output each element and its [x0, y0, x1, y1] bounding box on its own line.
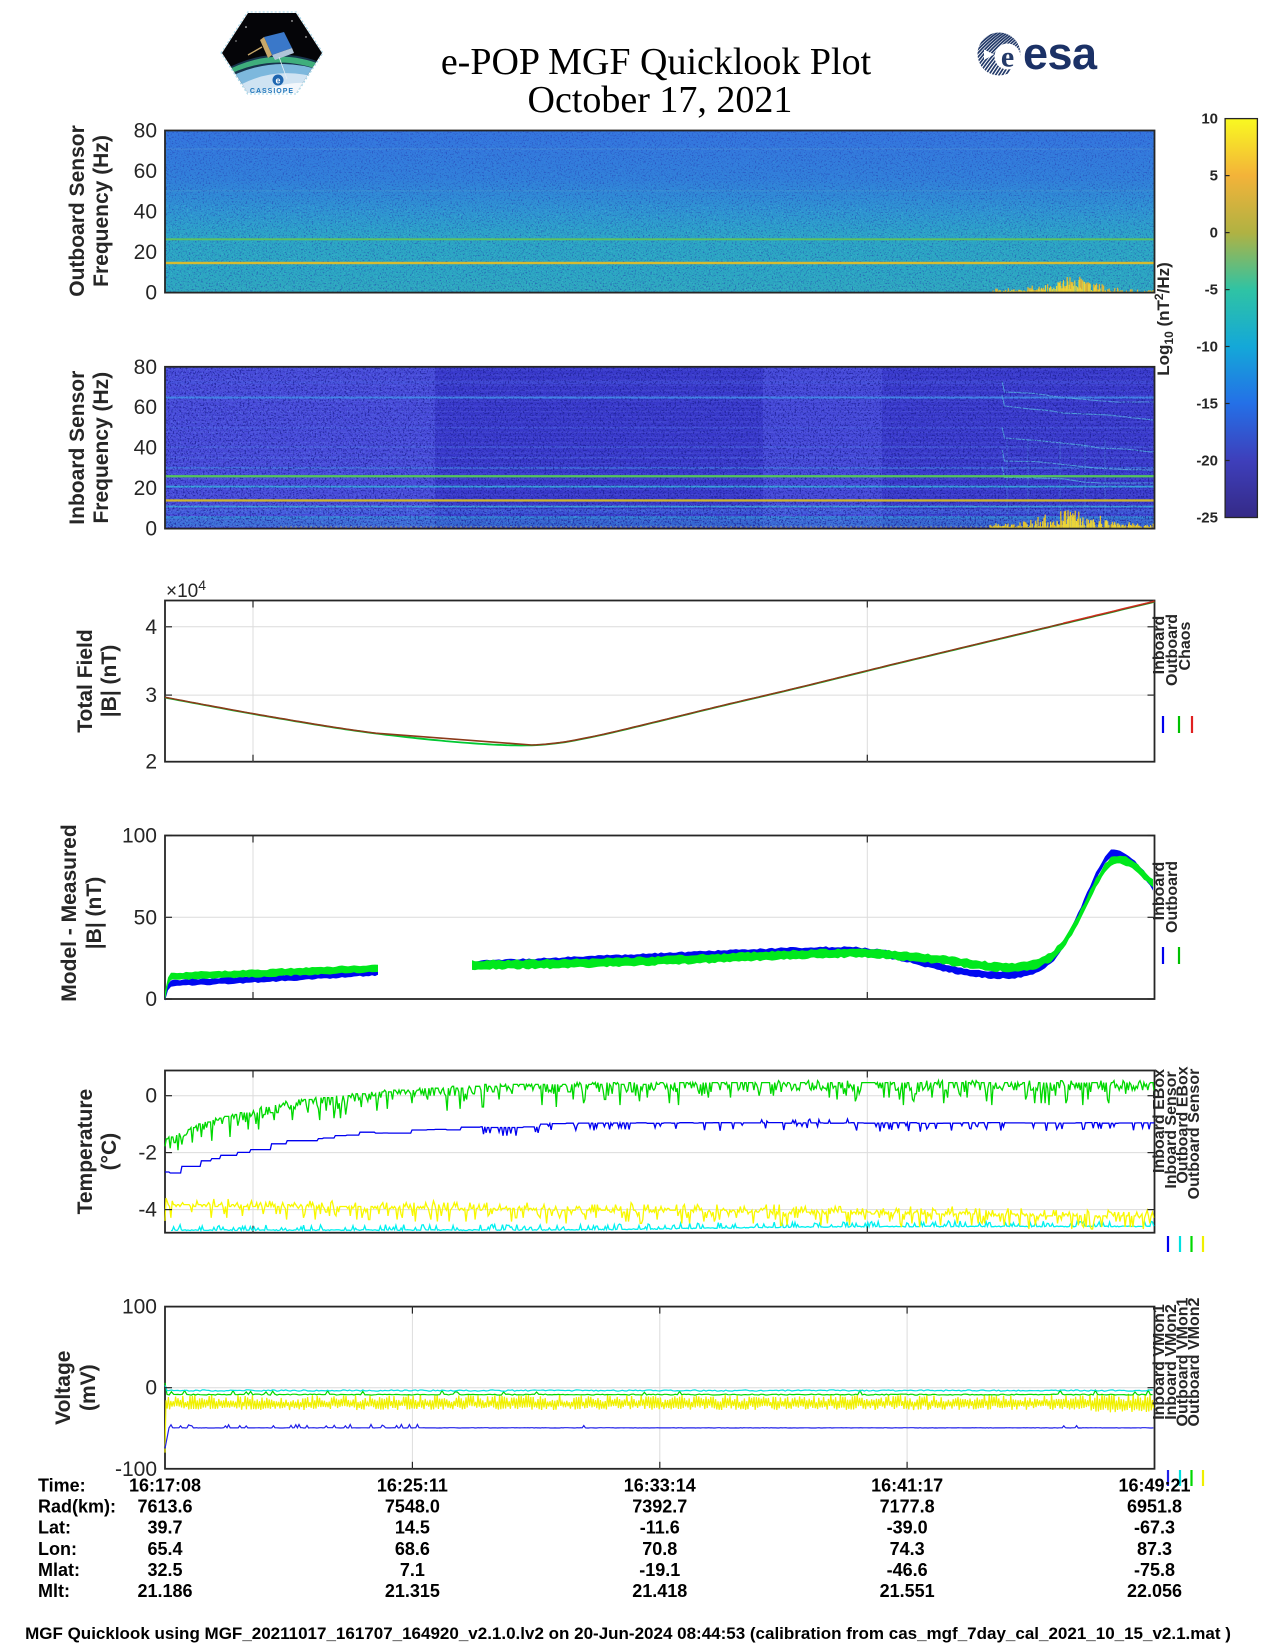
svg-text:e: e: [1001, 41, 1014, 74]
svg-text:Rad(km):: Rad(km):: [38, 1497, 116, 1517]
svg-text:40: 40: [134, 201, 157, 224]
svg-text:7548.0: 7548.0: [385, 1497, 440, 1517]
svg-text:7.1: 7.1: [400, 1560, 425, 1580]
svg-text:3: 3: [145, 684, 157, 707]
svg-text:Outboard VMon1: Outboard VMon1: [1175, 1297, 1192, 1426]
svg-text:-5: -5: [1205, 282, 1218, 299]
svg-text:Inboard: Inboard: [1151, 862, 1168, 921]
svg-text:0: 0: [1210, 225, 1218, 242]
svg-text:20: 20: [134, 241, 157, 264]
svg-text:-11.6: -11.6: [640, 1518, 680, 1538]
svg-text:0: 0: [145, 518, 157, 541]
svg-text:32.5: 32.5: [147, 1560, 182, 1580]
svg-text:Voltage: Voltage: [52, 1351, 75, 1425]
svg-text:Outboard: Outboard: [1164, 614, 1181, 686]
svg-text:Outboard VMon2: Outboard VMon2: [1186, 1297, 1203, 1426]
svg-text:21.418: 21.418: [632, 1581, 687, 1601]
svg-text:0: 0: [145, 1085, 157, 1108]
svg-text:65.4: 65.4: [147, 1539, 182, 1559]
svg-text:October 17, 2021: October 17, 2021: [528, 79, 793, 121]
svg-text:0: 0: [145, 282, 157, 305]
svg-text:Total Field: Total Field: [74, 629, 97, 732]
svg-text:Log10 (nT2/Hz): Log10 (nT2/Hz): [1152, 262, 1176, 376]
svg-text:16:41:17: 16:41:17: [871, 1476, 943, 1496]
svg-text:Inboard: Inboard: [1151, 616, 1168, 675]
svg-text:7177.8: 7177.8: [880, 1497, 935, 1517]
svg-text:-19.1: -19.1: [639, 1560, 680, 1580]
svg-text:Inboard EBox: Inboard EBox: [1151, 1069, 1168, 1173]
svg-text:6951.8: 6951.8: [1127, 1497, 1182, 1517]
svg-text:50: 50: [134, 906, 157, 929]
svg-text:e: e: [275, 76, 280, 86]
svg-text:MGF Quicklook using MGF_202110: MGF Quicklook using MGF_20211017_161707_…: [25, 1624, 1231, 1643]
svg-text:Temperature: Temperature: [74, 1089, 97, 1215]
svg-text:39.7: 39.7: [147, 1518, 182, 1538]
svg-text:60: 60: [134, 160, 157, 183]
svg-text:40: 40: [134, 437, 157, 460]
svg-text:74.3: 74.3: [890, 1539, 925, 1559]
svg-text:16:25:11: 16:25:11: [377, 1476, 448, 1496]
svg-text:70.8: 70.8: [642, 1539, 677, 1559]
svg-text:20: 20: [134, 477, 157, 500]
svg-text:60: 60: [134, 396, 157, 419]
svg-text:21.186: 21.186: [137, 1581, 192, 1601]
svg-text:68.6: 68.6: [395, 1539, 430, 1559]
svg-text:-2: -2: [138, 1142, 157, 1165]
svg-text:Lat:: Lat:: [38, 1518, 71, 1538]
svg-text:7613.6: 7613.6: [137, 1497, 192, 1517]
svg-text:Mlt:: Mlt:: [38, 1581, 70, 1601]
svg-text:Lon:: Lon:: [38, 1539, 77, 1559]
svg-text:2: 2: [145, 751, 157, 774]
svg-text:(mV): (mV): [77, 1364, 100, 1411]
svg-text:16:33:14: 16:33:14: [624, 1476, 696, 1496]
svg-text:|B| (nT): |B| (nT): [83, 877, 106, 949]
svg-text:Frequency (Hz): Frequency (Hz): [90, 372, 113, 524]
svg-text:Outboard Sensor: Outboard Sensor: [1186, 1069, 1203, 1200]
svg-text:Time:: Time:: [38, 1476, 86, 1496]
svg-text:Frequency (Hz): Frequency (Hz): [90, 135, 113, 287]
svg-text:-25: -25: [1196, 510, 1218, 527]
svg-text:Inboard VMon2: Inboard VMon2: [1163, 1304, 1180, 1420]
svg-text:80: 80: [134, 356, 157, 379]
svg-text:-100: -100: [115, 1458, 157, 1481]
svg-text:Mlat:: Mlat:: [38, 1560, 80, 1580]
svg-text:7392.7: 7392.7: [632, 1497, 687, 1517]
svg-text:Inboard VMon1: Inboard VMon1: [1151, 1304, 1168, 1420]
svg-text:5: 5: [1210, 168, 1218, 185]
svg-text:21.315: 21.315: [385, 1581, 440, 1601]
svg-text:Outboard EBox: Outboard EBox: [1175, 1066, 1192, 1183]
svg-text:Chaos: Chaos: [1177, 621, 1194, 670]
svg-text:-67.3: -67.3: [1134, 1518, 1175, 1538]
svg-text:10: 10: [1201, 111, 1218, 128]
svg-text:-75.8: -75.8: [1134, 1560, 1175, 1580]
svg-text:Outboard: Outboard: [1164, 861, 1181, 933]
svg-text:4: 4: [145, 616, 157, 639]
svg-text:-15: -15: [1196, 396, 1218, 413]
svg-text:Inboard Sensor: Inboard Sensor: [66, 371, 89, 525]
svg-text:100: 100: [122, 825, 157, 848]
svg-text:-39.0: -39.0: [887, 1518, 928, 1538]
svg-text:|B| (nT): |B| (nT): [98, 645, 121, 717]
svg-text:22.056: 22.056: [1127, 1581, 1182, 1601]
svg-text:e-POP MGF Quicklook Plot: e-POP MGF Quicklook Plot: [441, 41, 872, 83]
svg-text:(°C): (°C): [98, 1133, 121, 1171]
svg-text:0: 0: [145, 988, 157, 1011]
svg-text:Outboard Sensor: Outboard Sensor: [66, 125, 89, 297]
svg-text:87.3: 87.3: [1137, 1539, 1172, 1559]
svg-text:14.5: 14.5: [395, 1518, 430, 1538]
svg-text:0: 0: [145, 1377, 157, 1400]
svg-text:-20: -20: [1196, 453, 1218, 470]
svg-text:16:49:21: 16:49:21: [1118, 1476, 1190, 1496]
svg-text:80: 80: [134, 120, 157, 143]
svg-text:-10: -10: [1196, 339, 1218, 356]
svg-text:-46.6: -46.6: [887, 1560, 928, 1580]
svg-text:21.551: 21.551: [880, 1581, 935, 1601]
svg-text:-4: -4: [138, 1199, 157, 1222]
svg-text:100: 100: [122, 1296, 157, 1319]
svg-text:Model - Measured: Model - Measured: [58, 824, 81, 1001]
svg-text:esa: esa: [1023, 28, 1098, 79]
svg-text:16:17:08: 16:17:08: [129, 1476, 201, 1496]
svg-text:CASSIOPE: CASSIOPE: [250, 88, 294, 95]
svg-text:Inboard Sensor: Inboard Sensor: [1163, 1071, 1180, 1188]
